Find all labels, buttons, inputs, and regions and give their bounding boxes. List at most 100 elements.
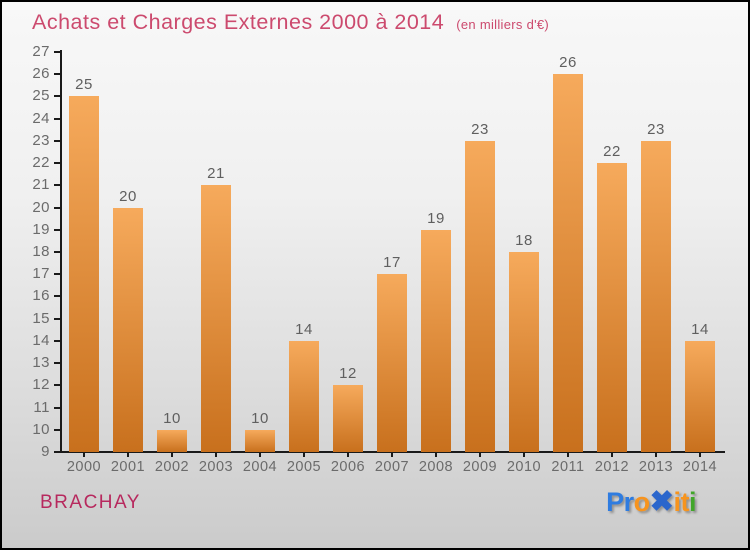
logo-x-icon: ✖ [649,486,674,518]
bar-value-label: 20 [119,187,137,205]
y-tick-mark [54,139,61,142]
x-tick-mark [259,452,261,457]
y-tick-label: 26 [32,65,50,83]
y-tick-label: 11 [33,398,50,416]
bar-value-label: 12 [339,365,357,383]
y-tick-label: 14 [32,331,50,349]
y-tick-label: 20 [32,198,50,216]
x-tick-label: 2000 [66,459,102,475]
y-tick-mark [54,51,61,53]
y-tick-mark [54,184,61,187]
y-tick-label: 21 [32,176,50,194]
bar [289,340,319,452]
y-tick-label: 19 [32,220,50,238]
bar [421,229,451,452]
x-tick-label: 2006 [330,459,366,475]
logo-letter-p: P [606,487,624,517]
y-tick-mark [54,206,61,209]
bar [69,96,99,452]
y-tick-label: 24 [32,109,50,127]
y-tick-mark [54,228,61,231]
x-tick-mark [171,452,173,457]
x-tick-label: 2013 [638,459,674,475]
y-tick-mark [54,406,61,409]
logo-letter-t: t [680,487,689,517]
y-tick-label: 13 [32,354,50,372]
x-tick-label: 2003 [198,459,234,475]
y-tick-mark [54,251,61,253]
x-tick-label: 2002 [154,459,190,475]
x-tick-label: 2001 [110,459,146,475]
x-tick-label: 2010 [506,459,542,475]
y-tick-label: 10 [32,420,50,438]
y-tick-mark [54,428,61,431]
bar [333,385,363,452]
x-tick-mark [83,452,85,457]
bar-value-label: 23 [471,120,489,138]
y-tick-mark [54,117,61,120]
bar-value-label: 18 [515,232,533,249]
x-tick-mark [215,452,217,457]
x-tick-label: 2009 [462,459,498,475]
bar-value-label: 19 [427,209,445,227]
bar-value-label: 10 [251,409,269,427]
logo-letter-r: r [623,487,635,517]
x-tick-mark [655,452,657,457]
x-tick-label: 2007 [374,459,410,475]
x-tick-mark [127,452,129,457]
y-tick-label: 17 [32,265,50,283]
y-tick-mark [54,362,61,365]
y-axis [60,50,62,453]
x-tick-label: 2005 [286,459,322,475]
x-tick-mark [391,452,393,457]
y-tick-mark [54,95,61,98]
bar-value-label: 17 [383,254,401,272]
y-tick-mark [54,384,61,387]
y-tick-label: 18 [32,243,50,260]
logo-letter-i1: i [673,487,681,517]
y-tick-mark [54,339,61,342]
logo-letter-o: o [633,487,651,517]
x-tick-mark [303,452,305,457]
bar-value-label: 14 [691,320,709,338]
bar [509,252,539,452]
bar [113,207,143,452]
x-tick-mark [479,452,481,457]
bar [201,185,231,452]
chart-title: Achats et Charges Externes 2000 à 2014 [32,10,445,34]
bar [597,163,627,452]
proxiti-logo: Pro✖iti [606,484,696,519]
y-tick-label: 22 [32,154,50,172]
y-tick-label: 12 [32,376,50,394]
y-tick-label: 16 [32,287,50,305]
y-tick-label: 15 [32,309,50,327]
y-tick-label: 23 [32,131,50,149]
bar [685,340,715,452]
y-tick-mark [54,162,61,165]
bar [465,140,495,452]
bar [641,140,671,452]
x-tick-label: 2011 [551,459,585,475]
bar-value-label: 21 [207,165,225,183]
bar [157,429,187,452]
y-tick-mark [54,317,61,320]
x-tick-mark [523,452,525,457]
bar [245,429,275,452]
location-label: BRACHAY [40,492,141,513]
x-tick-label: 2008 [418,459,454,475]
y-tick-label: 27 [32,43,50,60]
y-tick-mark [54,451,61,453]
y-tick-label: 9 [41,443,50,460]
bar-value-label: 23 [647,120,665,138]
x-tick-mark [699,452,701,457]
logo-letter-i2: i [688,487,697,517]
y-tick-mark [54,295,61,298]
x-tick-label: 2014 [682,459,718,475]
y-tick-mark [54,273,61,276]
bar-value-label: 10 [163,409,181,427]
x-tick-mark [611,452,613,457]
bar-value-label: 25 [75,76,93,94]
x-tick-label: 2004 [242,459,278,475]
